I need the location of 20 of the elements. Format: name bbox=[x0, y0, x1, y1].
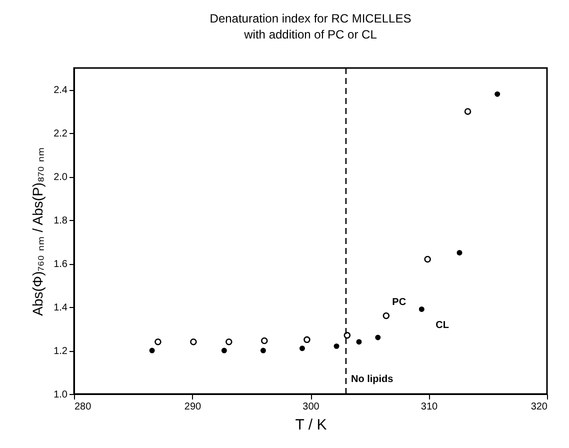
text: 2.0 bbox=[54, 172, 68, 184]
x-axis-title: T / K bbox=[295, 416, 327, 434]
chart-title: Denaturation index for RC MICELLES bbox=[210, 11, 412, 26]
series-label: CL bbox=[436, 320, 449, 332]
text: 1.0 bbox=[54, 390, 68, 400]
x-tick-label: 280 bbox=[74, 402, 92, 412]
y-tick-label: 1.4 bbox=[54, 302, 68, 314]
x-tick-label: 310 bbox=[420, 402, 438, 412]
ref-line-label: No lipids bbox=[350, 374, 394, 385]
x-tick-label: 300 bbox=[302, 402, 320, 412]
chart-subtitle: with addition of PC or CL bbox=[243, 27, 378, 42]
x-tick-label: 290 bbox=[184, 402, 202, 412]
x-tick-label: 320 bbox=[530, 402, 548, 412]
y-tick-label: 1.6 bbox=[54, 259, 68, 270]
y-tick-label: 1.8 bbox=[54, 216, 68, 227]
y-tick-label: 2.4 bbox=[54, 85, 68, 96]
series-label: PC bbox=[392, 296, 406, 308]
y-axis-title: Abs(Φ)₇₆₀ ₙₘ / Abs(P)₈₇₀ ₙₘ bbox=[30, 147, 46, 316]
y-tick-label: 2.2 bbox=[54, 128, 68, 140]
y-tick-label: 1.2 bbox=[54, 346, 68, 358]
